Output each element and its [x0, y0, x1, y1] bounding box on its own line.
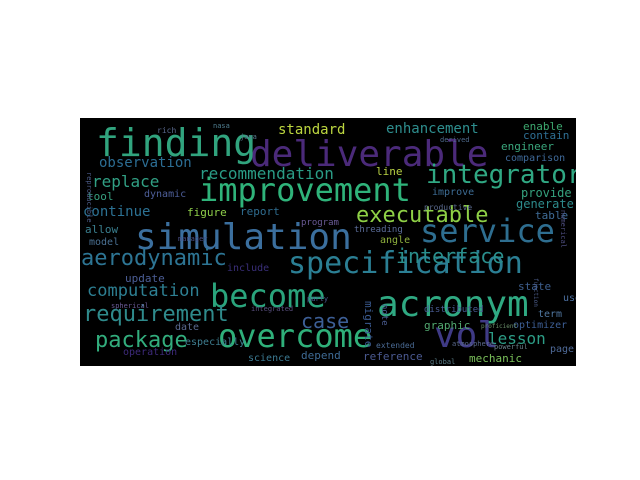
word-package: package: [95, 328, 188, 353]
word-enhancement: enhancement: [386, 121, 479, 137]
word-figure: figure: [187, 206, 227, 219]
word-integrator: integrator: [426, 160, 576, 190]
word-service: service: [420, 212, 555, 250]
word-manager: manager: [178, 235, 208, 243]
word-party: party: [307, 295, 329, 303]
word-powerful: powerful: [494, 343, 528, 351]
word-overcome: overcome: [218, 317, 373, 355]
word-page: page: [550, 344, 575, 355]
word-allow: allow: [85, 223, 119, 236]
word-mechanic: mechanic: [469, 352, 522, 365]
word-finding: finding: [96, 121, 257, 165]
word-graphic: graphic: [424, 319, 471, 332]
word-global: global: [430, 358, 456, 366]
word-simulation: simulation: [135, 217, 352, 258]
word-executable: executable: [356, 203, 489, 228]
word-nasa: nasa: [213, 122, 230, 130]
word-spherical: spherical: [111, 302, 149, 310]
word-program: program: [301, 218, 339, 228]
word-provide: provide: [521, 186, 572, 200]
word-case: case: [301, 309, 350, 333]
word-table: table: [535, 209, 569, 222]
word-interface: interface: [396, 244, 505, 268]
word-replace: replace: [92, 172, 160, 191]
word-migrate: migrate: [362, 301, 375, 348]
word-dynamic: dynamic: [144, 189, 187, 200]
word-reproducible: reproducible: [85, 172, 93, 223]
word-include: include: [227, 263, 270, 274]
word-become: become: [210, 277, 326, 315]
word-aerodynamic: aerodynamic: [81, 246, 227, 271]
word-especially: especially: [185, 337, 246, 348]
word-improvement: improvement: [199, 171, 411, 209]
word-engineer: engineer: [501, 140, 554, 153]
word-requirement: requirement: [83, 302, 229, 327]
word-operation: operation: [123, 347, 178, 358]
word-proficient: proficient: [481, 323, 518, 330]
word-productive: productive: [424, 203, 473, 212]
word-computation: computation: [87, 281, 200, 301]
word-model: model: [89, 237, 120, 248]
word-cloud: deliverable finding improvement simulati…: [80, 118, 576, 366]
word-recommendation: recommendation: [199, 164, 334, 183]
word-integrated: integrated: [251, 305, 294, 313]
word-user: user: [563, 293, 576, 304]
word-generate: generate: [516, 197, 574, 211]
word-derived: derived: [440, 136, 470, 144]
word-comparison: comparison: [505, 153, 566, 164]
word-improve: improve: [432, 187, 475, 198]
word-term: term: [538, 309, 563, 320]
word-contain: contain: [523, 129, 570, 142]
word-numerical: numerical: [559, 210, 567, 248]
word-line: line: [376, 165, 403, 178]
word-state: state: [518, 280, 552, 293]
word-reference: reference: [363, 350, 423, 363]
word-extended: extended: [376, 341, 415, 350]
word-enable: enable: [523, 120, 563, 133]
word-optimizer: optimizer: [513, 320, 568, 331]
word-rich: rich: [157, 126, 177, 135]
word-observation: observation: [99, 155, 192, 171]
word-angle: angle: [380, 235, 411, 246]
word-distributed: distributed: [424, 305, 484, 315]
word-date: date: [175, 322, 200, 333]
word-science: science: [248, 353, 291, 364]
word-lesson: lesson: [488, 329, 546, 348]
word-acronym: acronym: [377, 284, 529, 325]
word-update: update: [125, 272, 165, 285]
word-vol: vol: [434, 315, 500, 356]
word-note: note: [379, 304, 389, 326]
word-tool: tool: [87, 190, 114, 203]
word-atmosphere: atmosphere: [452, 340, 495, 348]
word-java: java: [240, 133, 257, 141]
word-deliverable: deliverable: [250, 134, 489, 175]
word-threading: threading: [354, 225, 403, 235]
word-report: report: [240, 205, 280, 218]
word-function: function: [532, 278, 539, 307]
word-continue: continue: [83, 204, 151, 220]
word-standard: standard: [278, 122, 346, 138]
word-specification: specification: [288, 246, 523, 281]
word-depend: depend: [301, 349, 341, 362]
